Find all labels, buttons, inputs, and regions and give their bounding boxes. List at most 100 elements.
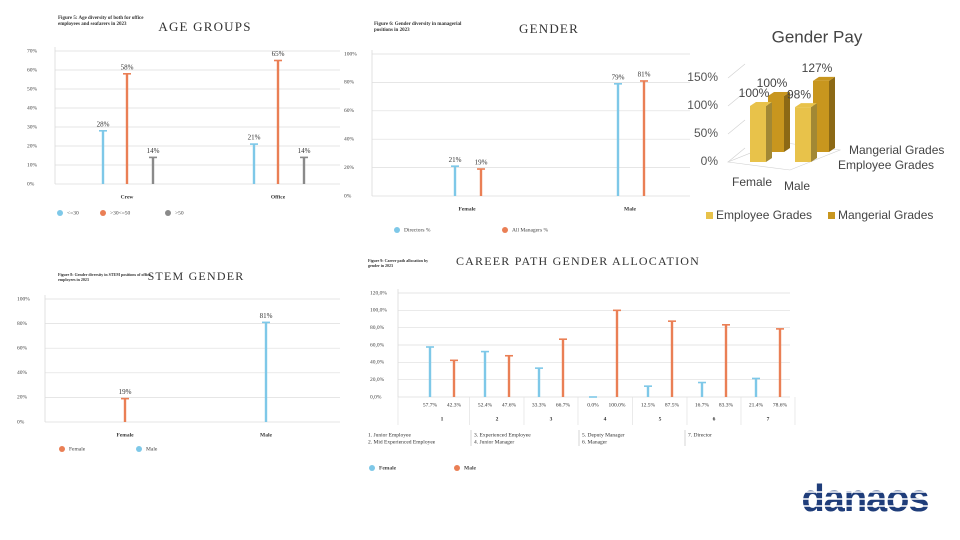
- data-label: 100.0%: [609, 402, 626, 408]
- bar: [700, 382, 704, 397]
- bar: [670, 321, 674, 397]
- x-tick-label: Male: [260, 432, 272, 438]
- bar: [125, 73, 129, 184]
- data-label: 21%: [449, 156, 462, 164]
- x-tick-label: Female: [458, 206, 476, 212]
- bar: [615, 310, 619, 397]
- grid-line: [727, 91, 746, 107]
- note: 4. Junior Manager: [474, 439, 514, 445]
- caption: Figure 6: Gender diversity in managerial…: [374, 22, 462, 33]
- bar-top: [768, 92, 790, 96]
- x-tick-label: Office: [271, 194, 286, 200]
- y-tick-label: 60%: [27, 67, 38, 73]
- legend-marker: [100, 210, 106, 216]
- data-label: 100%: [757, 76, 788, 90]
- bar: [483, 351, 487, 397]
- legend-marker: [828, 212, 835, 219]
- caption: Figure 8: Gender diversity in STEM posit…: [58, 272, 151, 282]
- data-label: 52.4%: [478, 402, 493, 408]
- bar: [537, 368, 541, 397]
- legend-label: All Managers %: [512, 227, 548, 233]
- legend-label: Male: [146, 446, 158, 452]
- legend-marker: [369, 465, 375, 471]
- note: 1. Junior Employee: [368, 432, 411, 438]
- legend-marker: [136, 446, 142, 452]
- y-tick-label: 20%: [17, 395, 28, 401]
- bar: [724, 324, 728, 397]
- data-label: 66.7%: [556, 402, 571, 408]
- y-tick-label: 40%: [17, 370, 28, 376]
- x-tick-label: Female: [116, 432, 134, 438]
- legend-label: <=30: [67, 210, 79, 216]
- y-tick-label: 150%: [687, 70, 718, 84]
- bar: [264, 322, 268, 422]
- note: 7. Director: [688, 432, 712, 438]
- x-tick-label: Crew: [121, 194, 134, 200]
- data-label: 65%: [272, 50, 285, 58]
- caption: Figure 9: Career path allocation by gend…: [368, 258, 429, 268]
- y-tick-label: 0%: [701, 154, 719, 168]
- legend-label: Female: [379, 465, 397, 471]
- bar: [151, 157, 155, 184]
- y-tick-label: 20%: [344, 165, 355, 171]
- data-label: 98%: [787, 87, 811, 101]
- legend-marker: [165, 210, 171, 216]
- y-tick-label: 0%: [27, 181, 35, 187]
- chart-title: AGE GROUPS: [158, 19, 251, 34]
- bar-side: [811, 103, 817, 162]
- data-label: 100%: [739, 86, 770, 100]
- data-label: 14%: [298, 147, 311, 155]
- y-tick-label: 0%: [344, 193, 352, 199]
- data-label: 81%: [260, 312, 273, 320]
- x-tick-label: 4: [604, 416, 607, 422]
- note: 3. Experienced Employee: [474, 432, 531, 438]
- y-tick-label: 70%: [27, 48, 38, 54]
- note: 2. Mid Experienced Employee: [368, 439, 436, 445]
- y-tick-label: 120,0%: [370, 290, 387, 296]
- y-tick-label: 80,0%: [370, 325, 385, 331]
- data-label: 12.5%: [641, 402, 656, 408]
- legend-label: >30<=50: [110, 210, 131, 216]
- y-tick-label: 40,0%: [370, 360, 385, 366]
- x-tick-label: Female: [732, 175, 772, 189]
- note: 6. Manager: [582, 439, 607, 445]
- data-label: 127%: [802, 61, 833, 75]
- data-label: 14%: [147, 147, 160, 155]
- grid-line: [727, 119, 746, 135]
- legend-marker: [394, 227, 400, 233]
- y-tick-label: 100%: [344, 51, 357, 57]
- bar-top: [795, 103, 817, 108]
- note: 5. Deputy Manager: [582, 432, 625, 438]
- data-label: 33.3%: [532, 402, 547, 408]
- y-tick-label: 40%: [344, 136, 355, 142]
- x-tick-label: 1: [441, 416, 444, 422]
- y-tick-label: 50%: [694, 126, 718, 140]
- legend-label: Female: [69, 446, 86, 452]
- y-tick-label: 30%: [27, 124, 38, 130]
- x-tick-label: 7: [767, 416, 770, 422]
- legend-label: Directors %: [404, 227, 431, 233]
- x-tick-label: 2: [496, 416, 499, 422]
- data-label: 0.0%: [587, 402, 599, 408]
- y-tick-label: 0%: [17, 419, 25, 425]
- y-tick-label: 60%: [17, 345, 28, 351]
- caption: Figure 5: Age diversity of both for offi…: [58, 16, 144, 27]
- bar-top: [750, 102, 772, 106]
- grid-line: [727, 147, 746, 163]
- chart-title: CAREER PATH GENDER ALLOCATION: [456, 254, 700, 268]
- y-tick-label: 100,0%: [370, 308, 387, 314]
- data-label: 83.3%: [719, 402, 734, 408]
- data-label: 21.4%: [749, 402, 764, 408]
- chart-title: GENDER: [519, 21, 579, 36]
- bar-side: [784, 92, 790, 152]
- bar: [754, 378, 758, 397]
- data-label: 42.3%: [447, 402, 462, 408]
- y-tick-label: 20%: [27, 143, 38, 149]
- y-tick-label: 100%: [17, 296, 30, 302]
- data-label: 47.6%: [502, 402, 517, 408]
- y-tick-label: 60%: [344, 108, 355, 114]
- legend-marker: [502, 227, 508, 233]
- legend-label: >50: [175, 210, 184, 216]
